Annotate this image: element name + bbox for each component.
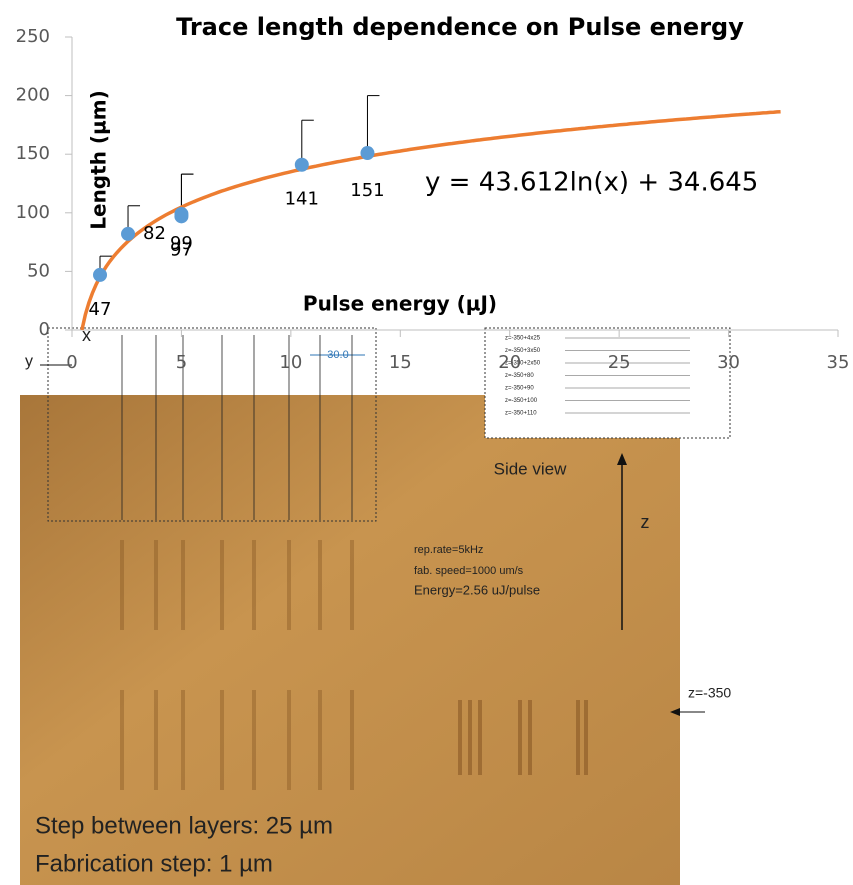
inset-label: z=-350+90 — [505, 386, 534, 392]
trace — [181, 540, 185, 630]
fab-step: Fabrication step: 1 µm — [35, 850, 273, 877]
y-tick-label: 0 — [39, 319, 50, 340]
trace — [120, 690, 124, 790]
data-label: 97 — [170, 239, 193, 260]
legend-inset — [484, 327, 731, 439]
z-label: z — [641, 512, 650, 532]
y-tick-label: 150 — [16, 143, 50, 164]
data-label: 141 — [285, 189, 319, 210]
point — [121, 226, 136, 241]
y-tick-label: 100 — [16, 202, 50, 223]
side-view: Side view — [494, 459, 567, 478]
point — [174, 206, 189, 221]
point — [294, 157, 309, 172]
inset-label: z=-350+3x50 — [505, 348, 541, 354]
point — [93, 267, 108, 282]
inset-label: z=-350+110 — [505, 411, 537, 417]
trace — [220, 690, 224, 790]
x-tick-label: 10 — [279, 352, 302, 373]
inset-label: z=-350+4x25 — [505, 336, 541, 342]
data-label: 151 — [350, 180, 384, 201]
microscope-photo: y x 30.0 Side view z rep.rate=5kHz fab. … — [20, 325, 731, 885]
x-tick-label: 20 — [498, 352, 521, 373]
trace — [287, 540, 291, 630]
fab-speed: fab. speed=1000 um/s — [414, 565, 524, 577]
inset-label: z=-350+100 — [505, 398, 538, 404]
x-tick-label: 25 — [608, 352, 631, 373]
data-label: 82 — [143, 223, 166, 244]
arrowhead — [617, 453, 627, 465]
y-axis-title: Length (µm) — [87, 90, 111, 229]
trendline — [80, 109, 781, 331]
trace — [528, 700, 532, 775]
x-axis-title: Pulse energy (µJ) — [303, 292, 497, 316]
trace — [220, 540, 224, 630]
y-tick-label: 50 — [27, 260, 50, 281]
x-tick-label: 35 — [827, 352, 850, 373]
trace — [252, 540, 256, 630]
trace — [468, 700, 472, 775]
trace — [458, 700, 462, 775]
point — [360, 146, 375, 161]
y-tick-label: 200 — [16, 85, 50, 106]
x-tick-label: 0 — [66, 352, 77, 373]
inset-label: z=-350+2x50 — [505, 361, 541, 367]
trace — [154, 690, 158, 790]
trace — [318, 540, 322, 630]
inset-label: z=-350+80 — [505, 373, 534, 379]
trace — [120, 540, 124, 630]
axis-y-label: y — [25, 353, 33, 370]
trace — [287, 690, 291, 790]
energy: Energy=2.56 uJ/pulse — [414, 582, 540, 597]
x-tick-label: 30 — [717, 352, 740, 373]
arrowhead — [670, 708, 680, 716]
trace — [252, 690, 256, 790]
trace — [350, 690, 354, 790]
data-label: 99 — [170, 233, 193, 254]
step-layers: Step between layers: 25 µm — [35, 812, 333, 839]
z-level: z=-350 — [688, 685, 731, 701]
photo-background — [20, 395, 680, 885]
y-tick-label: 250 — [16, 26, 50, 47]
trendline-equation: y = 43.612ln(x) + 34.645 — [425, 168, 758, 198]
trace — [576, 700, 580, 775]
chart-title: Trace length dependence on Pulse energy — [176, 13, 744, 41]
x-tick-label: 5 — [176, 352, 187, 373]
trace — [350, 540, 354, 630]
trace — [584, 700, 588, 775]
x-tick-label: 15 — [389, 352, 412, 373]
axis-x-label: x — [82, 325, 91, 345]
data-label: 47 — [89, 299, 112, 320]
trace — [318, 690, 322, 790]
spacing: 30.0 — [327, 349, 348, 361]
dotted-frame — [47, 327, 377, 522]
trace — [518, 700, 522, 775]
trace — [181, 690, 185, 790]
trace — [154, 540, 158, 630]
trace — [478, 700, 482, 775]
rep-rate: rep.rate=5kHz — [414, 544, 483, 556]
